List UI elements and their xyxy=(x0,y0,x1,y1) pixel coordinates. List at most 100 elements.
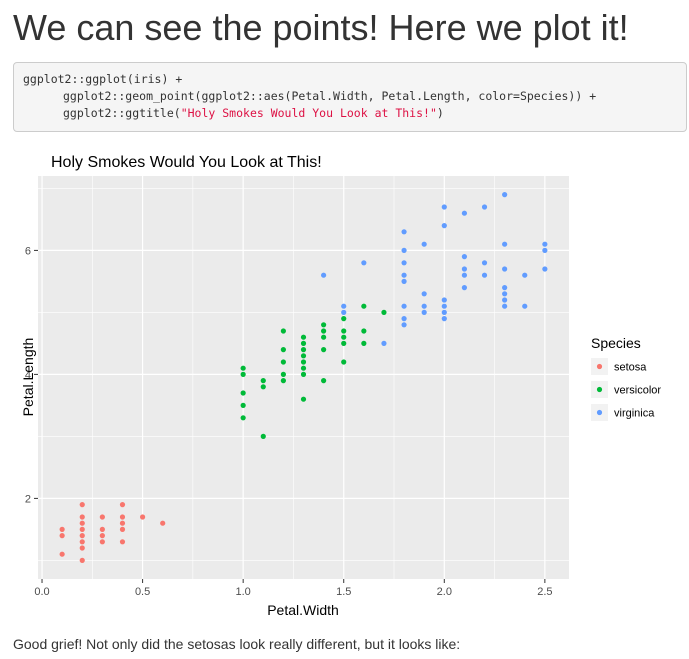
data-point xyxy=(421,309,427,315)
data-point xyxy=(300,347,307,353)
section-heading: We can see the points! Here we plot it! xyxy=(13,7,629,48)
data-point xyxy=(119,539,126,545)
data-point xyxy=(59,551,65,557)
data-point xyxy=(421,241,427,247)
data-point xyxy=(300,359,307,365)
data-point xyxy=(321,328,327,334)
data-point xyxy=(401,278,407,284)
data-point xyxy=(240,371,246,377)
y-axis-label: Petal.Length xyxy=(20,338,36,417)
data-point xyxy=(119,502,126,508)
data-point xyxy=(461,210,468,216)
data-point xyxy=(99,514,105,520)
data-point xyxy=(79,533,85,539)
data-point xyxy=(260,378,266,384)
data-point xyxy=(99,539,105,545)
data-point xyxy=(441,303,447,309)
data-point xyxy=(240,390,246,396)
data-point xyxy=(119,514,126,520)
data-point xyxy=(441,223,447,229)
data-point xyxy=(300,334,307,340)
code-line-3-prefix: ggplot2::ggtitle( xyxy=(63,106,181,120)
x-tick-label: 1.5 xyxy=(336,586,351,598)
data-point xyxy=(321,378,327,384)
code-line-3: ggplot2::ggtitle("Holy Smokes Would You … xyxy=(23,105,677,122)
series-versicolor xyxy=(240,303,387,439)
legend-point-setosa xyxy=(596,363,603,370)
x-tick-label: 2.0 xyxy=(437,586,452,598)
y-tick-label: 4 xyxy=(25,369,31,381)
data-point xyxy=(361,340,367,346)
data-point xyxy=(79,539,85,545)
code-line-3-suffix: ) xyxy=(436,106,444,120)
data-point xyxy=(240,415,246,421)
legend-point-versicolor xyxy=(596,386,603,393)
x-tick-label: 2.5 xyxy=(537,586,552,598)
data-point xyxy=(441,316,447,322)
data-point xyxy=(240,402,246,408)
data-points xyxy=(59,192,548,563)
data-point xyxy=(401,260,407,266)
data-point xyxy=(542,247,548,253)
data-point xyxy=(481,272,488,278)
data-point xyxy=(341,359,347,365)
data-point xyxy=(341,334,347,340)
data-point xyxy=(280,347,286,353)
data-point xyxy=(79,514,85,520)
data-point xyxy=(280,371,286,377)
legend-label-setosa: setosa xyxy=(614,362,647,374)
plot-panel xyxy=(38,176,569,579)
code-string-literal: "Holy Smokes Would You Look at This!" xyxy=(180,106,437,120)
data-point xyxy=(502,297,508,303)
data-point xyxy=(461,254,468,260)
data-point xyxy=(59,526,65,532)
data-point xyxy=(260,433,266,439)
series-setosa xyxy=(59,502,166,563)
data-point xyxy=(300,396,307,402)
legend-label-virginica: virginica xyxy=(614,408,655,420)
data-point xyxy=(401,247,407,253)
data-point xyxy=(79,557,85,563)
code-line-1: ggplot2::ggplot(iris) + xyxy=(23,72,183,86)
legend: Species setosa versicolor virginica xyxy=(591,335,661,421)
data-point xyxy=(300,371,307,377)
data-point xyxy=(481,260,488,266)
data-point xyxy=(502,303,508,309)
y-axis-ticks: 2 4 6 xyxy=(25,245,38,505)
data-point xyxy=(502,266,508,272)
data-point xyxy=(441,309,447,315)
data-point xyxy=(79,526,85,532)
data-point xyxy=(99,533,105,539)
data-point xyxy=(59,533,65,539)
data-point xyxy=(160,520,166,526)
data-point xyxy=(481,204,488,210)
data-point xyxy=(401,272,407,278)
data-point xyxy=(502,285,508,291)
legend-label-versicolor: versicolor xyxy=(614,385,661,397)
data-point xyxy=(79,545,85,551)
code-block: ggplot2::ggplot(iris) +ggplot2::geom_poi… xyxy=(13,62,687,132)
data-point xyxy=(341,309,347,315)
data-point xyxy=(361,328,367,334)
data-point xyxy=(99,526,105,532)
data-point xyxy=(401,316,407,322)
x-tick-label: 0.5 xyxy=(135,586,150,598)
footer-paragraph: Good grief! Not only did the setosas loo… xyxy=(13,636,461,652)
data-point xyxy=(341,328,347,334)
data-point xyxy=(119,526,126,532)
data-point xyxy=(381,309,387,315)
data-point xyxy=(280,328,286,334)
data-point xyxy=(381,340,387,346)
data-point xyxy=(401,322,407,328)
data-point xyxy=(421,303,427,309)
data-point xyxy=(300,340,307,346)
x-tick-label: 1.0 xyxy=(236,586,251,598)
data-point xyxy=(300,353,307,359)
data-point xyxy=(139,514,146,520)
code-line-2: ggplot2::geom_point(ggplot2::aes(Petal.W… xyxy=(63,89,597,103)
data-point xyxy=(341,340,347,346)
data-point xyxy=(321,347,327,353)
y-tick-label: 6 xyxy=(25,245,31,257)
data-point xyxy=(240,365,246,371)
x-tick-label: 0.0 xyxy=(34,586,49,598)
